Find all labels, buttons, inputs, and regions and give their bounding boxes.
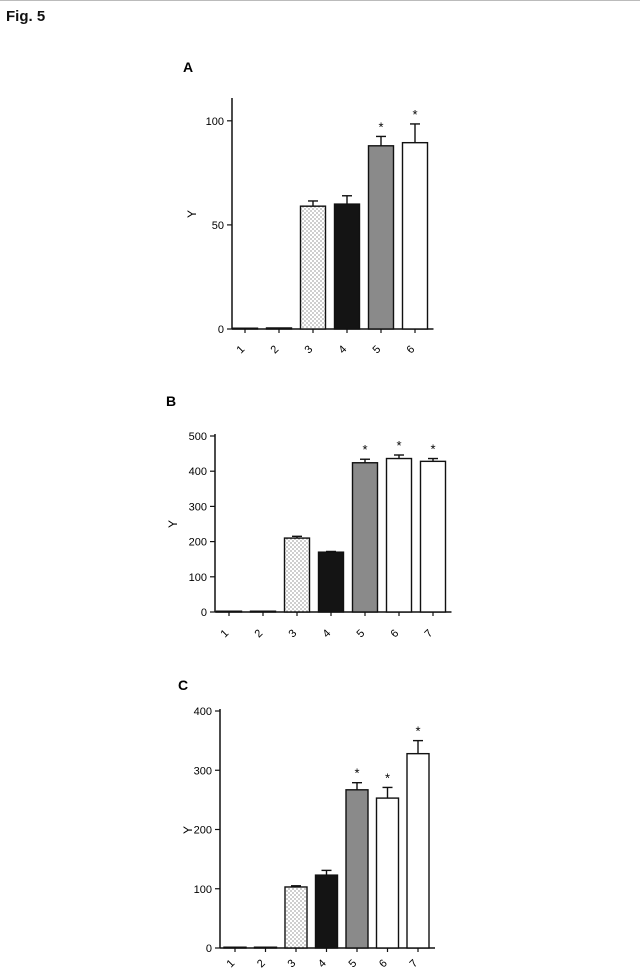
y-tick-label: 0	[201, 607, 207, 619]
x-tick-label: 2	[252, 627, 265, 640]
bar	[377, 798, 399, 948]
bar	[387, 459, 412, 612]
x-tick-label: 2	[255, 957, 268, 970]
bar	[255, 947, 277, 948]
bar	[251, 611, 276, 612]
bar	[346, 790, 368, 948]
x-tick-label: 3	[302, 343, 315, 356]
y-tick-label: 200	[189, 537, 207, 549]
bar	[369, 146, 394, 329]
bar	[316, 875, 338, 948]
bar	[285, 887, 307, 948]
x-tick-label: 6	[388, 627, 401, 640]
bar	[353, 463, 378, 612]
x-tick-label: 4	[316, 957, 329, 970]
y-tick-label: 300	[189, 501, 207, 513]
significance-marker: *	[415, 724, 420, 739]
panel-label: B	[166, 393, 176, 409]
x-tick-label: 4	[336, 343, 349, 356]
bar	[335, 204, 360, 329]
panel-label: C	[178, 677, 188, 693]
y-axis-label: Y	[166, 520, 180, 528]
y-tick-label: 200	[194, 825, 212, 837]
y-tick-label: 300	[194, 765, 212, 777]
bar	[407, 754, 429, 948]
x-tick-label: 5	[370, 343, 383, 356]
y-tick-label: 0	[218, 324, 224, 336]
y-tick-label: 400	[189, 466, 207, 478]
y-tick-label: 400	[194, 706, 212, 718]
significance-marker: *	[385, 770, 390, 785]
bar	[421, 461, 446, 612]
significance-marker: *	[354, 766, 359, 781]
significance-marker: *	[396, 438, 401, 453]
x-tick-label: 6	[404, 343, 417, 356]
bar	[233, 328, 258, 329]
bar	[301, 206, 326, 329]
significance-marker: *	[412, 107, 417, 122]
significance-marker: *	[378, 119, 383, 134]
y-tick-label: 100	[189, 572, 207, 584]
panel-label: A	[183, 59, 193, 75]
chart-panel-a: A Y 0 50 100 1 2 3 4 * 5 * 6	[183, 59, 434, 356]
x-tick-label: 3	[285, 957, 298, 970]
x-tick-label: 6	[377, 957, 390, 970]
bar	[403, 143, 428, 329]
significance-marker: *	[430, 442, 435, 457]
y-tick-label: 50	[212, 220, 224, 232]
bar	[217, 611, 242, 612]
x-tick-label: 1	[234, 343, 247, 356]
bar	[285, 538, 310, 612]
bar	[319, 552, 344, 612]
x-tick-label: 2	[268, 343, 281, 356]
x-tick-label: 7	[407, 957, 420, 970]
x-tick-label: 7	[422, 627, 435, 640]
y-tick-label: 0	[206, 943, 212, 955]
significance-marker: *	[362, 442, 367, 457]
x-tick-label: 3	[286, 627, 299, 640]
x-tick-label: 5	[354, 627, 367, 640]
x-tick-label: 4	[320, 627, 333, 640]
chart-panel-c: CY01002003004001234*5*6*7	[178, 677, 435, 970]
x-tick-label: 1	[218, 627, 231, 640]
x-tick-label: 5	[346, 957, 359, 970]
bar	[224, 947, 246, 948]
y-tick-label: 100	[194, 884, 212, 896]
y-tick-label: 100	[206, 116, 224, 128]
x-tick-label: 1	[224, 957, 237, 970]
chart-panel-b: B Y 0 100 200 300 400 500 1 2 3 4 * 5 * 6 * 7	[166, 393, 452, 640]
y-axis-label: Y	[185, 210, 199, 218]
bar	[267, 328, 292, 329]
y-tick-label: 500	[189, 431, 207, 443]
